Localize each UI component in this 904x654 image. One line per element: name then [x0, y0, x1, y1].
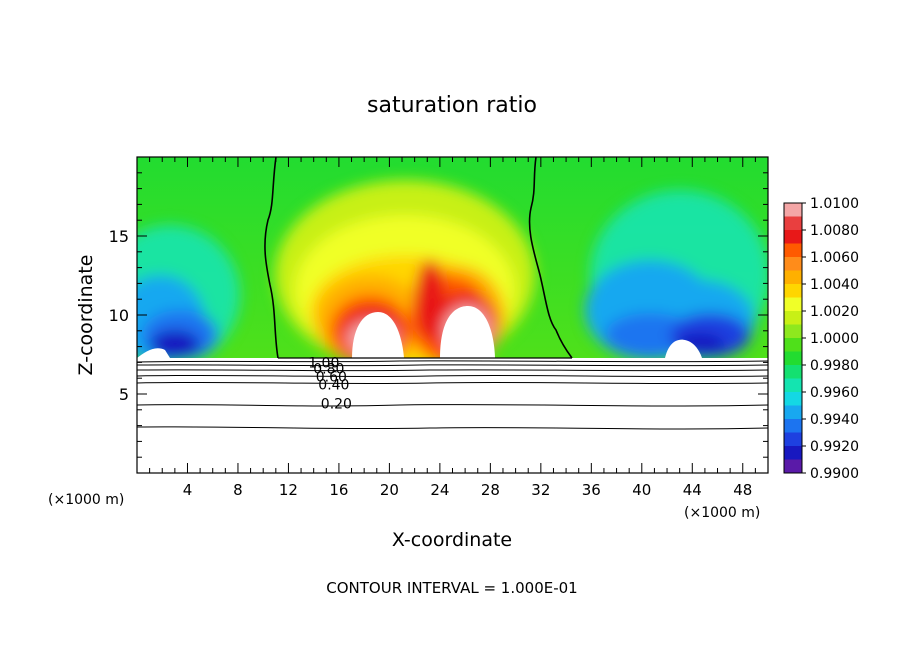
x-tick-label: 48: [733, 481, 752, 499]
x-unit-left: (×1000 m): [48, 492, 124, 508]
colorbar-label: 0.9960: [810, 385, 859, 401]
chart-title: saturation ratio: [367, 93, 537, 118]
colorbar-label: 1.0100: [810, 196, 859, 212]
colorbar-swatch: [784, 257, 802, 271]
saturation-field: [137, 157, 768, 473]
colorbar-swatch: [784, 446, 802, 460]
x-tick-label: 20: [380, 481, 399, 499]
colorbar-swatch: [784, 378, 802, 393]
colorbar-swatch: [784, 392, 802, 406]
colorbar-swatch: [784, 365, 802, 379]
colorbar-swatch: [784, 324, 802, 339]
x-tick-label: 8: [233, 481, 243, 499]
x-tick-label: 32: [531, 481, 550, 499]
colorbar-swatch: [784, 432, 802, 447]
y-tick-label: 15: [109, 227, 129, 246]
colorbar-swatch: [784, 351, 802, 366]
colorbar-label: 1.0040: [810, 277, 859, 293]
contour-interval-note: CONTOUR INTERVAL = 1.000E-01: [326, 579, 577, 597]
colorbar-label: 0.9900: [810, 466, 859, 482]
contour-label: 0.40: [318, 378, 349, 394]
colorbar-swatch: [784, 203, 802, 217]
contour-labels: 1.000.800.600.40 0.20: [308, 355, 352, 412]
colorbar-swatch: [784, 243, 802, 258]
plot-area: 1.000.800.600.40 0.20: [137, 157, 768, 473]
colorbar-swatch: [784, 405, 802, 420]
y-tick-label: 10: [109, 306, 129, 325]
x-tick-label: 16: [329, 481, 348, 499]
colorbar-swatch: [784, 284, 802, 298]
colorbar-label: 1.0060: [810, 250, 859, 266]
colorbar-label: 0.9980: [810, 358, 859, 374]
contour-label: 0.20: [321, 396, 352, 412]
colorbar-label: 1.0000: [810, 331, 859, 347]
colorbar-swatch: [784, 297, 802, 312]
x-tick-label: 28: [481, 481, 500, 499]
colorbar-swatch: [784, 459, 802, 474]
x-tick-label: 12: [279, 481, 298, 499]
contour-label: 0.80: [313, 362, 344, 378]
colorbar-swatch: [784, 419, 802, 433]
contour-label: 0.60: [316, 370, 347, 386]
x-tick-label: 44: [683, 481, 702, 499]
x-tick-label: 4: [183, 481, 193, 499]
y-axis-label: Z-coordinate: [75, 255, 97, 376]
contour-label: 1.00: [308, 355, 339, 371]
colorbar-label: 1.0020: [810, 304, 859, 320]
colorbar: 1.0100 1.0080 1.0060 1.0040 1.0020 1.0000 0.99…: [783, 196, 859, 482]
x-tick-label: 36: [582, 481, 601, 499]
x-axis-label: X-coordinate: [392, 529, 512, 551]
colorbar-swatch: [784, 216, 802, 231]
x-tick-label: 24: [430, 481, 449, 499]
x-unit-right: (×1000 m): [684, 505, 760, 521]
colorbar-label: 0.9920: [810, 439, 859, 455]
colorbar-label: 1.0080: [810, 223, 859, 239]
colorbar-swatch: [784, 230, 802, 244]
colorbar-swatch: [784, 311, 802, 325]
colorbar-swatch: [784, 270, 802, 285]
colorbar-swatch: [784, 338, 802, 352]
x-tick-label: 40: [632, 481, 651, 499]
colorbar-label: 0.9940: [810, 412, 859, 428]
y-tick-label: 5: [119, 385, 129, 404]
